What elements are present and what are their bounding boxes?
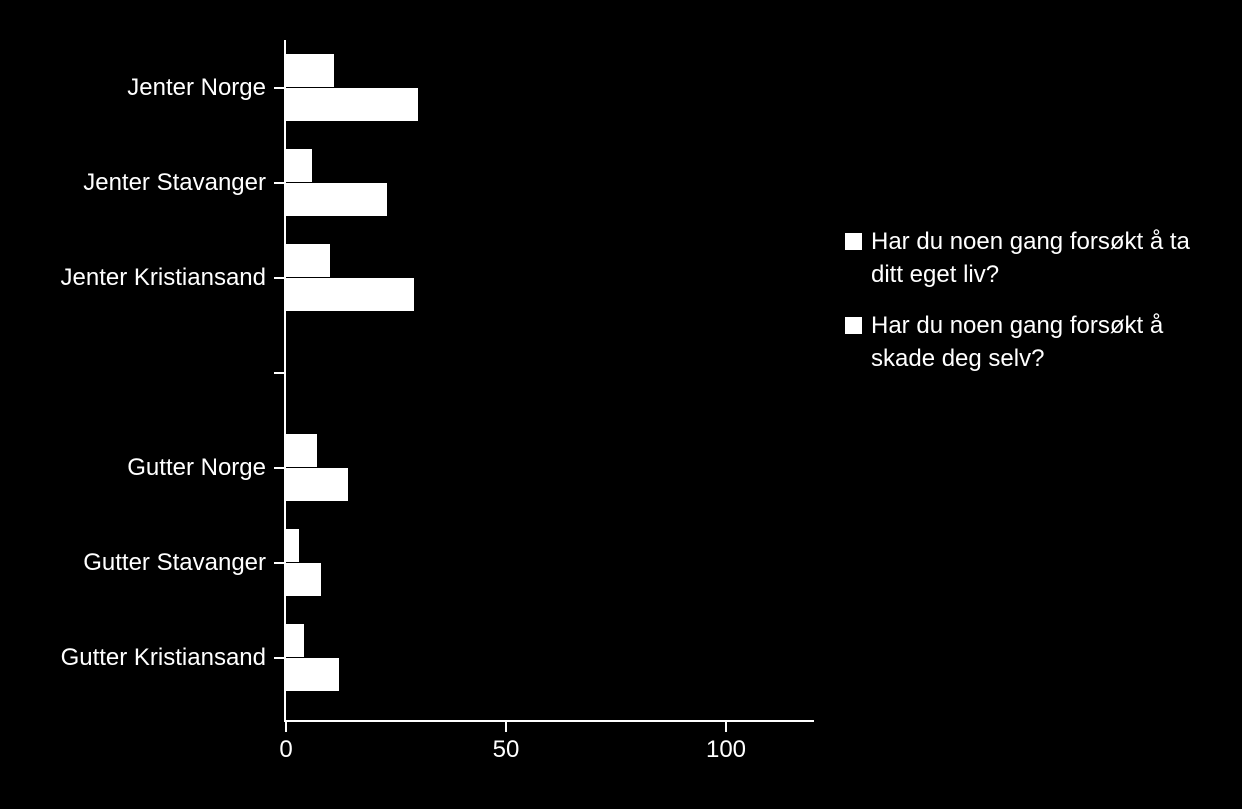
chart-container: 050100 Har du noen gang forsøkt å ta dit…: [0, 0, 1242, 809]
bar: [286, 468, 348, 501]
bar: [286, 434, 317, 467]
category-label: Jenter Stavanger: [0, 169, 266, 197]
bar: [286, 88, 418, 121]
x-tick: [725, 722, 727, 732]
bar: [286, 244, 330, 277]
bar: [286, 54, 334, 87]
bar: [286, 529, 299, 562]
bar: [286, 563, 321, 596]
bar: [286, 149, 312, 182]
x-tick: [505, 722, 507, 732]
y-tick: [274, 87, 284, 89]
legend-label: Har du noen gang forsøkt å skade deg sel…: [871, 309, 1215, 375]
x-axis-line: [286, 720, 814, 722]
y-tick: [274, 467, 284, 469]
y-tick: [274, 562, 284, 564]
y-tick: [274, 277, 284, 279]
legend-swatch: [845, 233, 862, 250]
bar: [286, 624, 304, 657]
category-label: Gutter Kristiansand: [0, 644, 266, 672]
bar: [286, 658, 339, 691]
plot-area: 050100: [286, 40, 814, 720]
bar: [286, 183, 387, 216]
y-tick: [274, 372, 284, 374]
legend-label: Har du noen gang forsøkt å ta ditt eget …: [871, 225, 1215, 291]
y-tick: [274, 657, 284, 659]
y-tick: [274, 182, 284, 184]
legend: Har du noen gang forsøkt å ta ditt eget …: [845, 225, 1215, 393]
legend-swatch: [845, 317, 862, 334]
legend-item: Har du noen gang forsøkt å ta ditt eget …: [845, 225, 1215, 291]
category-label: Gutter Stavanger: [0, 549, 266, 577]
category-label: Gutter Norge: [0, 454, 266, 482]
x-tick: [285, 722, 287, 732]
x-tick-label: 100: [706, 736, 746, 764]
x-tick-label: 0: [279, 736, 292, 764]
x-tick-label: 50: [493, 736, 520, 764]
y-axis-line: [284, 40, 286, 722]
category-label: Jenter Norge: [0, 74, 266, 102]
bar: [286, 278, 414, 311]
category-label: Jenter Kristiansand: [0, 264, 266, 292]
legend-item: Har du noen gang forsøkt å skade deg sel…: [845, 309, 1215, 375]
